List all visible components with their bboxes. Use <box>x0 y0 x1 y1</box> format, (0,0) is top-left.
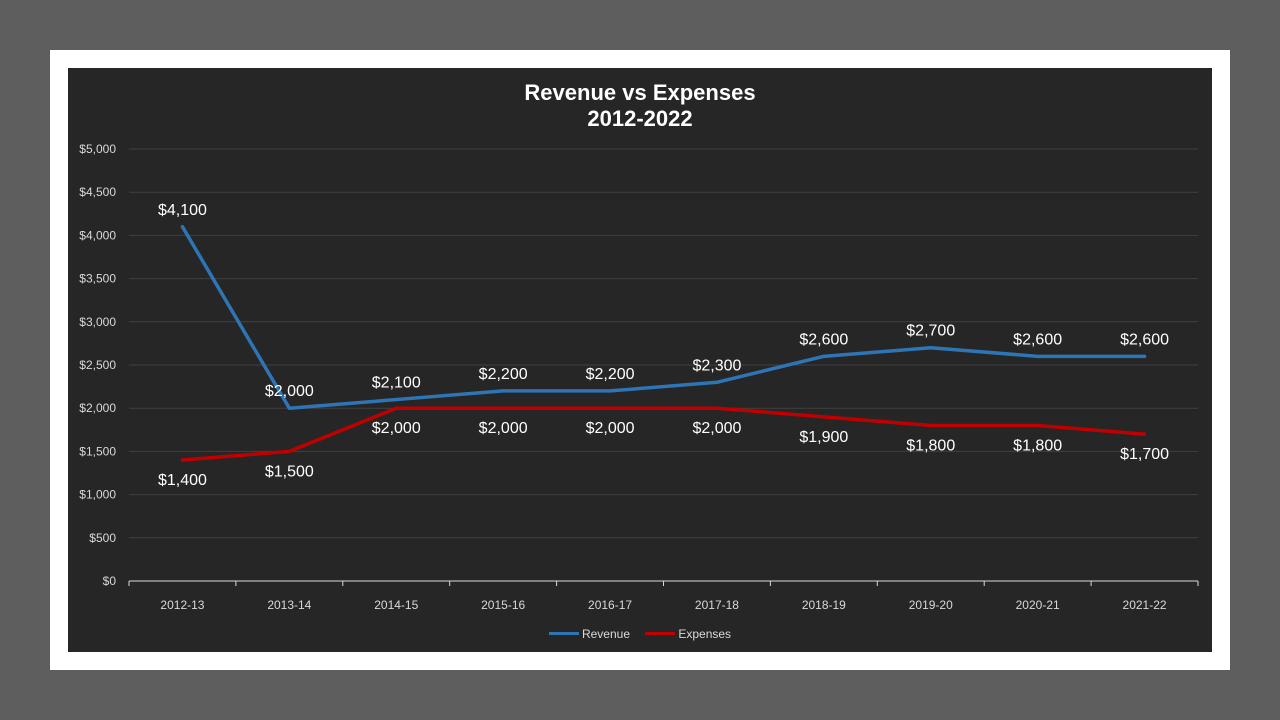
x-tick-label: 2017-18 <box>695 598 739 612</box>
y-tick-label: $2,000 <box>79 401 116 415</box>
series-lines <box>180 225 1147 462</box>
data-label-expenses: $2,000 <box>692 420 741 437</box>
y-tick-label: $500 <box>89 531 116 545</box>
data-label-expenses: $1,700 <box>1120 446 1169 463</box>
y-tick-label: $5,000 <box>79 142 116 156</box>
data-label-revenue: $2,000 <box>265 383 314 400</box>
data-label-revenue: $2,100 <box>372 375 421 392</box>
y-tick-label: $4,500 <box>79 185 116 199</box>
data-label-expenses: $1,800 <box>906 437 955 454</box>
legend-swatch-expenses <box>645 632 676 635</box>
x-tick-label: 2014-15 <box>374 598 418 612</box>
chart-subtitle: 2012-2022 <box>587 106 693 131</box>
x-tick-label: 2019-20 <box>909 598 953 612</box>
data-label-revenue: $2,600 <box>799 331 848 348</box>
x-tick-label: 2016-17 <box>588 598 632 612</box>
x-tick-label: 2015-16 <box>481 598 525 612</box>
x-axis: 2012-13 2013-14 2014-15 2015-16 2016-17 2017-… <box>128 580 1199 612</box>
data-label-revenue: $4,100 <box>158 202 207 219</box>
data-label-revenue: $2,600 <box>1120 331 1169 348</box>
series-line-revenue <box>180 225 1147 410</box>
x-tick-label: 2013-14 <box>267 598 311 612</box>
data-label-revenue: $2,300 <box>692 357 741 374</box>
chart-title: Revenue vs Expenses <box>524 80 756 105</box>
y-tick-label: $1,000 <box>79 488 116 502</box>
x-tick-label: 2021-22 <box>1123 598 1167 612</box>
x-tick-label: 2018-19 <box>802 598 846 612</box>
y-tick-label: $3,000 <box>79 315 116 329</box>
x-tick-label: 2020-21 <box>1016 598 1060 612</box>
y-tick-label: $1,500 <box>79 444 116 458</box>
line-chart: $0 $500 $1,000 $1,500 $2,000 $2,500 $3,000 $3,5… <box>79 142 1199 612</box>
chart-title-block: Revenue vs Expenses 2012-2022 <box>68 80 1212 132</box>
y-tick-label: $3,500 <box>79 272 116 286</box>
series-line-expenses <box>180 406 1147 462</box>
data-label-revenue: $2,200 <box>586 366 635 383</box>
data-labels: $4,100 $2,000 $2,100 $2,200 $2,200 $2,300 $2,6… <box>158 202 1169 489</box>
data-label-expenses: $1,400 <box>158 472 207 489</box>
data-label-expenses: $2,000 <box>586 420 635 437</box>
data-label-revenue: $2,600 <box>1013 331 1062 348</box>
legend-label-revenue: Revenue <box>581 626 630 641</box>
x-tick-label: 2012-13 <box>160 598 204 612</box>
y-tick-label: $0 <box>103 574 117 588</box>
legend-swatch-revenue <box>548 632 579 635</box>
data-label-revenue: $2,700 <box>906 323 955 340</box>
y-tick-label: $4,000 <box>79 228 116 242</box>
data-label-expenses: $1,500 <box>265 463 314 480</box>
data-label-expenses: $1,800 <box>1013 437 1062 454</box>
data-label-expenses: $2,000 <box>372 420 421 437</box>
y-axis-ticks: $0 $500 $1,000 $1,500 $2,000 $2,500 $3,000 $3,5… <box>79 142 116 588</box>
legend-item-expenses: Expenses <box>645 627 731 641</box>
data-label-expenses: $2,000 <box>479 420 528 437</box>
y-tick-label: $2,500 <box>79 358 116 372</box>
chart-area: $0 $500 $1,000 $1,500 $2,000 $2,500 $3,000 $3,5… <box>68 68 1212 652</box>
data-label-expenses: $1,900 <box>799 429 848 446</box>
legend-label-expenses: Expenses <box>678 626 732 641</box>
legend-item-revenue: Revenue <box>548 626 630 641</box>
data-label-revenue: $2,200 <box>479 366 528 383</box>
gridlines <box>129 148 1198 539</box>
legend: Revenue Expenses <box>68 624 1212 641</box>
